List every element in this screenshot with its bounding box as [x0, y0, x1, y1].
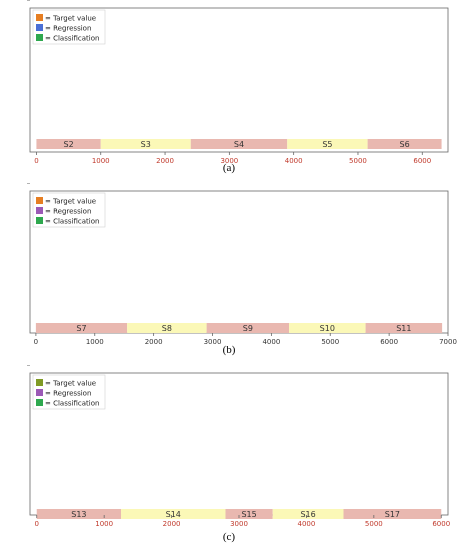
- segment-band: [36, 509, 122, 519]
- legend-swatch: [36, 399, 43, 406]
- legend-label: = Target value: [45, 380, 96, 388]
- legend-swatch: [36, 217, 43, 224]
- segment-band: [35, 323, 128, 333]
- x-tick-label: 0: [34, 338, 38, 346]
- legend-swatch: [36, 197, 43, 204]
- segment-band: [343, 509, 442, 519]
- legend-swatch: [36, 14, 43, 21]
- segment-label: S3: [141, 140, 151, 149]
- segment-band: [100, 139, 191, 149]
- legend-box: [32, 9, 106, 45]
- x-tick-label: 1000: [92, 157, 110, 165]
- x-tick-label: 5000: [349, 157, 367, 165]
- segment-band: [287, 139, 368, 149]
- y-tick-label: 1: [20, 0, 25, 2]
- x-tick-label: 1000: [95, 520, 113, 528]
- segment-band: [206, 323, 290, 333]
- x-tick-label: 3000: [220, 157, 238, 165]
- segment-band: [367, 139, 442, 149]
- x-tick-label: 4000: [285, 157, 303, 165]
- segment-band: [127, 323, 207, 333]
- segment-label: S16: [300, 510, 315, 519]
- segment-label: S7: [76, 324, 86, 333]
- y-tick-label: 4: [20, 183, 25, 185]
- x-tick-label: 2000: [156, 157, 174, 165]
- segment-band: [225, 509, 273, 519]
- segment-band: [36, 139, 101, 149]
- legend-swatch: [36, 389, 43, 396]
- legend-label: = Classification: [45, 400, 99, 408]
- chart-panel-b: S7S8S9S10S11-101234010002000300040005000…: [0, 176, 458, 363]
- x-tick-label: 1000: [86, 338, 104, 346]
- legend-swatch: [36, 379, 43, 386]
- segment-label: S4: [234, 140, 244, 149]
- x-tick-label: 0: [34, 157, 38, 165]
- caption-b: (b): [222, 344, 236, 356]
- segment-label: S6: [400, 140, 410, 149]
- segment-label: S17: [385, 510, 400, 519]
- segment-label: S10: [320, 324, 335, 333]
- legend-label: = Classification: [45, 35, 99, 43]
- x-tick-label: 0: [35, 520, 39, 528]
- legend-label: = Target value: [45, 198, 96, 206]
- segment-label: S15: [241, 510, 256, 519]
- segment-label: S14: [166, 510, 181, 519]
- x-tick-label: 6000: [413, 157, 431, 165]
- caption-c: (c): [222, 531, 236, 543]
- chart-panel-a: S2S3S4S5S6-10123401000200030004000500060…: [0, 0, 458, 180]
- x-tick-label: 6000: [432, 520, 450, 528]
- segment-label: S8: [162, 324, 172, 333]
- x-tick-label: 5000: [365, 520, 383, 528]
- y-tick-label: 3: [20, 0, 25, 2]
- legend-label: = Regression: [45, 390, 91, 398]
- segment-label: S2: [63, 140, 73, 149]
- x-tick-label: 2000: [163, 520, 181, 528]
- y-tick-label: 4: [20, 365, 25, 367]
- segment-band: [365, 323, 443, 333]
- y-tick-label: 2: [20, 0, 25, 2]
- chart-b-svg: S7S8S9S10S11-101234010002000300040005000…: [17, 176, 457, 346]
- legend-label: = Target value: [45, 15, 96, 23]
- x-tick-label: 3000: [230, 520, 248, 528]
- x-tick-label: 3000: [204, 338, 222, 346]
- legend: = Target value = Regression = Classificati…: [32, 374, 106, 410]
- chart-panel-c: S13S14S15S16S170123401000200030004000500…: [0, 358, 458, 545]
- segment-label: S13: [71, 510, 86, 519]
- segment-label: S9: [243, 324, 253, 333]
- chart-c-svg: S13S14S15S16S170123401000200030004000500…: [20, 358, 450, 528]
- legend-swatch: [36, 34, 43, 41]
- x-tick-label: 4000: [262, 338, 280, 346]
- y-tick-label: 0: [20, 0, 25, 2]
- segment-band: [121, 509, 226, 519]
- legend-swatch: [36, 207, 43, 214]
- x-tick-label: 6000: [380, 338, 398, 346]
- segment-label: S5: [322, 140, 332, 149]
- x-tick-label: 2000: [145, 338, 163, 346]
- x-tick-label: 4000: [298, 520, 316, 528]
- y-tick-label: 4: [20, 0, 25, 2]
- x-tick-label: 7000: [439, 338, 457, 346]
- chart-a-svg: S2S3S4S5S6-10123401000200030004000500060…: [17, 0, 449, 165]
- segment-band: [289, 323, 366, 333]
- legend-label: = Classification: [45, 218, 99, 226]
- x-tick-label: 5000: [321, 338, 339, 346]
- legend-box: [32, 192, 106, 228]
- caption-a: (a): [222, 162, 236, 174]
- legend: = Target value = Regression = Classificati…: [32, 192, 106, 228]
- legend-swatch: [36, 24, 43, 31]
- segment-band: [272, 509, 344, 519]
- legend-box: [32, 374, 106, 410]
- y-tick-label: -1: [17, 0, 25, 2]
- segment-band: [190, 139, 288, 149]
- legend: = Target value = Regression = Classificati…: [32, 9, 106, 45]
- legend-label: = Regression: [45, 25, 91, 33]
- segment-label: S11: [396, 324, 411, 333]
- legend-label: = Regression: [45, 208, 91, 216]
